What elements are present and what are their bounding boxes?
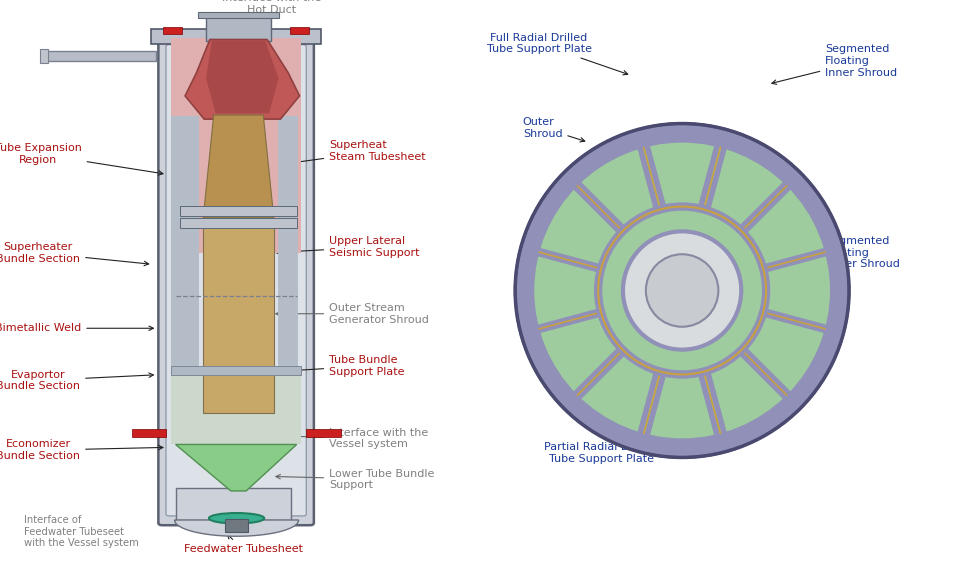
Text: Lower Tube Bundle
Support: Lower Tube Bundle Support [275,468,434,490]
Bar [206,15,271,41]
Bar [151,29,321,44]
Bar [163,27,182,34]
Text: Evaportor
Bundle Section: Evaportor Bundle Section [0,370,153,392]
Text: Outer Stream
Generator Shroud: Outer Stream Generator Shroud [275,303,429,325]
Ellipse shape [645,254,718,327]
Bar [40,49,48,63]
Text: Partial Radial Drilled
Tube Support Plate: Partial Radial Drilled Tube Support Plat… [544,423,659,464]
Bar [225,519,248,532]
Text: Feedwater Tubesheet: Feedwater Tubesheet [184,535,302,554]
Polygon shape [206,41,278,113]
Bar [171,116,199,218]
Text: Segmented
Floating
Outer Shroud: Segmented Floating Outer Shroud [766,236,899,270]
Bar [171,38,301,253]
Bar [171,375,301,444]
Bar [43,51,155,61]
Text: Outer
Shroud: Outer Shroud [522,117,584,142]
Bar [198,12,278,18]
Text: Interface with the
Hot Duct: Interface with the Hot Duct [222,0,321,30]
FancyBboxPatch shape [158,35,314,525]
Bar [180,218,296,228]
Bar [277,116,297,218]
Bar [171,218,199,413]
Text: Full Radial Drilled
Tube Support Plate: Full Radial Drilled Tube Support Plate [486,33,627,75]
Bar [176,488,291,520]
Text: Interface of
Feedwater Tubeseet
with the Vessel system: Interface of Feedwater Tubeseet with the… [24,515,138,548]
Bar [203,218,274,413]
Text: Economizer
Bundle Section: Economizer Bundle Section [0,439,163,461]
Ellipse shape [209,513,264,523]
Text: Interface with the
Vessel system: Interface with the Vessel system [275,428,428,450]
Bar [277,218,297,413]
Polygon shape [174,520,298,536]
Ellipse shape [534,142,829,439]
Text: Superheat
Steam Tubesheet: Superheat Steam Tubesheet [275,140,425,167]
Ellipse shape [622,231,740,350]
Polygon shape [175,444,296,491]
Bar [306,429,340,437]
Bar [132,429,166,437]
Ellipse shape [515,124,848,457]
Text: Bimetallic Weld: Bimetallic Weld [0,323,153,333]
Text: Tube Bundle
Support Plate: Tube Bundle Support Plate [275,355,404,377]
Polygon shape [185,40,299,119]
Text: Inner
Shroud: Inner Shroud [522,242,584,264]
Text: Segmented
Floating
Inner Shroud: Segmented Floating Inner Shroud [771,44,897,84]
Text: Tube Expansion
Region: Tube Expansion Region [0,143,163,175]
Bar [180,206,296,216]
Bar [290,27,309,34]
Text: Upper Lateral
Seismic Support: Upper Lateral Seismic Support [275,236,419,258]
Text: Superheater
Bundle Section: Superheater Bundle Section [0,242,149,266]
FancyBboxPatch shape [166,45,306,516]
Bar [171,366,301,375]
Polygon shape [203,115,274,218]
